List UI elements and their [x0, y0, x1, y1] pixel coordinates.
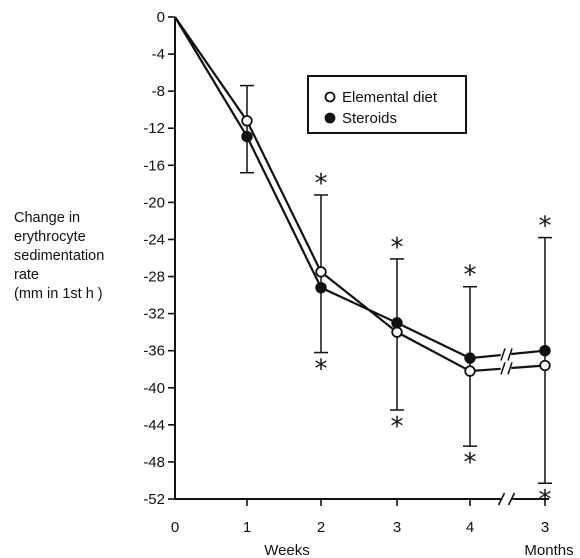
point-elemental-diet	[241, 115, 253, 127]
point-elemental-diet	[464, 365, 476, 377]
significance-markers: * * * * * * * *	[315, 169, 552, 515]
significance-star: *	[539, 485, 552, 515]
series-break-mark	[500, 362, 506, 375]
x-axis-title-months: Months	[524, 542, 573, 558]
x-tick-label: 1	[243, 519, 251, 536]
point-steroids	[464, 352, 476, 364]
series-break-mark	[500, 348, 506, 361]
legend-marker-elemental	[324, 91, 336, 103]
y-tick-label: -12	[143, 120, 165, 137]
point-steroids	[241, 130, 253, 143]
point-steroids	[539, 344, 551, 357]
y-tick-label: 0	[157, 9, 165, 26]
significance-star: *	[464, 448, 477, 478]
y-axis-title-line: (mm in 1st h )	[14, 286, 103, 302]
y-tick-label: -44	[143, 417, 165, 434]
y-axis-title-line: rate	[14, 267, 39, 283]
significance-star: *	[464, 261, 477, 291]
significance-star: *	[315, 355, 328, 385]
y-tick-label: -40	[143, 380, 165, 397]
y-tick-label: -20	[143, 194, 165, 211]
legend-label-elemental: Elemental diet	[342, 89, 438, 106]
y-axis-title-line: erythrocyte	[14, 229, 86, 245]
point-elemental-diet	[315, 266, 327, 278]
y-tick-label: -48	[143, 454, 165, 471]
significance-star: *	[315, 169, 328, 199]
y-tick-label: -28	[143, 269, 165, 286]
series	[174, 16, 551, 377]
point-elemental-diet	[391, 326, 403, 338]
x-tick-label: 3	[541, 519, 549, 536]
x-tick-label: 2	[317, 519, 325, 536]
y-tick-label: -36	[143, 343, 165, 360]
y-tick-label: -4	[152, 46, 165, 63]
y-tick-label: -16	[143, 157, 165, 174]
y-tick-label: -52	[143, 491, 165, 508]
y-ticks: 0 -4 -8 -12 -16 -20 -24 -28 -32 -36 -40 -44 -48 -52	[143, 9, 175, 508]
point-steroids	[315, 281, 327, 294]
x-ticks: 0 1 2 3 4 3 Weeks Months	[171, 499, 574, 558]
series-break-mark	[507, 348, 513, 361]
series-break-mark	[507, 362, 513, 375]
x-tick-label: 4	[466, 519, 474, 536]
y-tick-label: -32	[143, 306, 165, 323]
point-steroids	[391, 317, 403, 329]
axes	[174, 17, 549, 506]
point-elemental-diet	[539, 359, 551, 372]
legend-marker-steroids	[324, 112, 336, 124]
significance-star: *	[539, 212, 552, 242]
x-tick-label: 0	[171, 519, 179, 536]
x-axis-break-mark	[497, 492, 506, 506]
y-axis-title: Change in erythrocyte sedimentation rate (mm…	[14, 210, 104, 302]
significance-star: *	[391, 233, 404, 263]
x-tick-label: 3	[393, 519, 401, 536]
y-axis-title-line: sedimentation	[14, 248, 104, 264]
legend-box	[307, 75, 467, 134]
y-tick-label: -8	[152, 83, 165, 100]
legend-label-steroids: Steroids	[342, 110, 397, 127]
significance-star: *	[391, 412, 404, 442]
x-axis-break-mark	[507, 492, 516, 506]
x-axis-title-weeks: Weeks	[264, 542, 310, 558]
y-axis-title-line: Change in	[14, 210, 80, 226]
legend: Elemental diet Steroids	[307, 75, 467, 134]
y-tick-label: -24	[143, 231, 165, 248]
